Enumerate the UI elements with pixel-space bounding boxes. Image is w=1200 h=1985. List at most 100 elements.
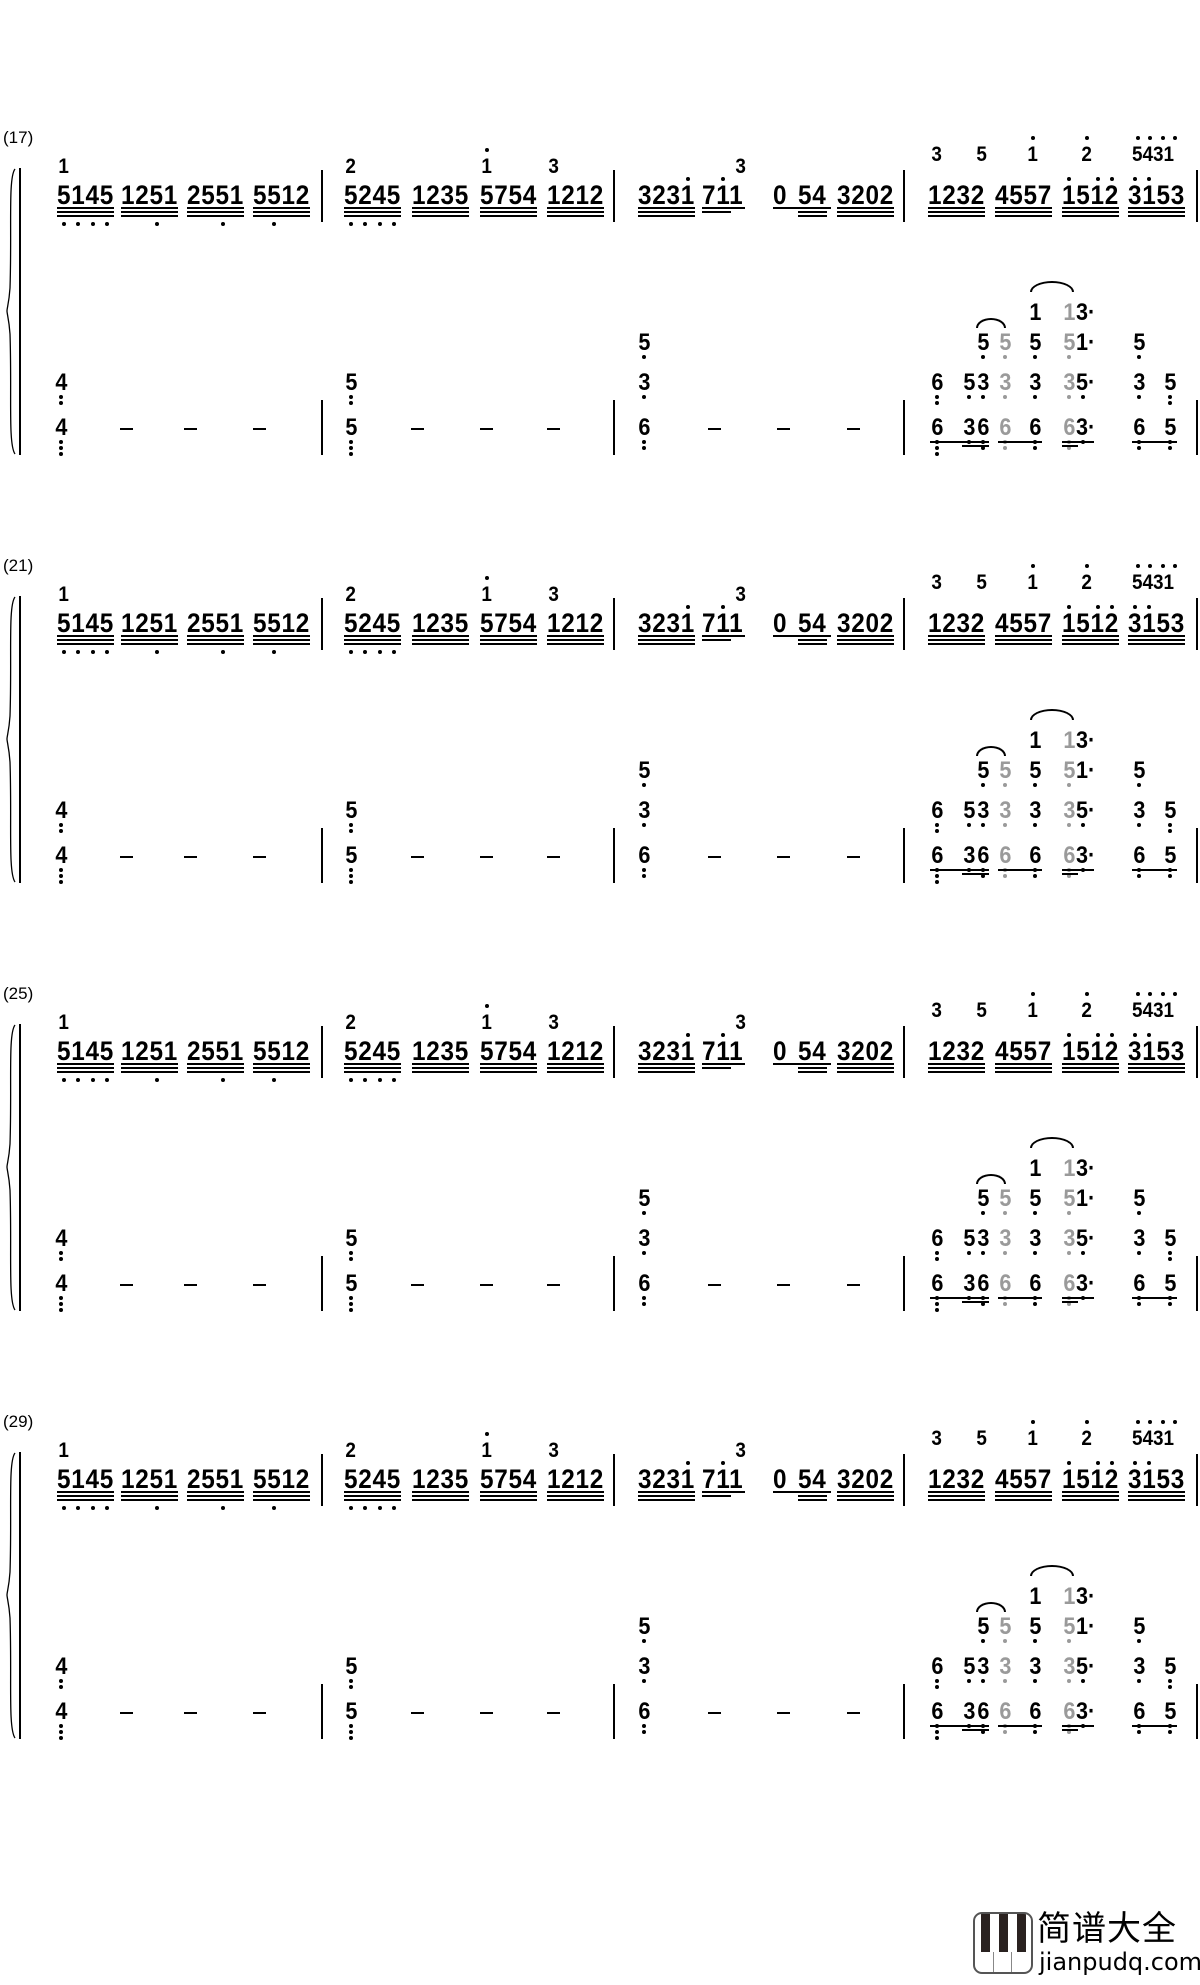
underline <box>57 643 115 645</box>
octave-dot <box>935 1257 939 1261</box>
underline <box>1062 445 1078 447</box>
underline <box>480 1491 538 1493</box>
note: 3 <box>548 1011 560 1035</box>
underline <box>344 1067 402 1069</box>
logo-name: 简谱大全 <box>1037 1909 1177 1949</box>
note: 5 <box>976 571 988 595</box>
dash-extension <box>480 1712 493 1714</box>
underline <box>995 1071 1053 1073</box>
note: 3 <box>735 1011 747 1035</box>
octave-dot <box>1137 395 1141 399</box>
underline <box>638 215 696 217</box>
chord-note: 5 <box>1163 796 1177 824</box>
underline <box>480 1067 538 1069</box>
note-group: 5431 <box>1132 571 1175 595</box>
octave-dot <box>1033 1730 1037 1734</box>
underline <box>187 635 245 637</box>
octave-dot <box>76 1506 81 1510</box>
underline <box>962 1729 989 1731</box>
note: 1 <box>1027 999 1039 1023</box>
underline <box>638 211 696 213</box>
barline <box>321 1256 323 1311</box>
underline <box>930 1297 989 1299</box>
note-group: 711 <box>702 608 744 639</box>
note-group: 5145 <box>57 1464 114 1495</box>
dash-extension <box>547 856 560 858</box>
octave-dot <box>59 829 63 833</box>
dash-extension <box>708 1712 721 1714</box>
chord-note: 5 <box>962 1652 976 1680</box>
chord-note: 5 <box>1062 756 1076 784</box>
octave-dot <box>1003 1679 1007 1683</box>
octave-dot <box>1033 1211 1037 1215</box>
note-group: 1232 <box>928 1036 985 1067</box>
chord-note: 3 <box>976 1652 990 1680</box>
octave-dot <box>1033 874 1037 878</box>
octave-dot <box>154 650 159 654</box>
chord-note: 5 <box>1163 368 1177 396</box>
chord-note: 6 <box>998 841 1012 869</box>
note-group: 3231 <box>638 608 695 639</box>
note: 1 <box>1027 1427 1039 1451</box>
dash-extension <box>411 428 424 430</box>
underline <box>253 211 311 213</box>
underline <box>412 1491 470 1493</box>
octave-dot <box>1168 1730 1172 1734</box>
octave-dot <box>981 874 985 878</box>
chord-note: 1 <box>1062 1582 1076 1610</box>
underline <box>187 207 245 209</box>
octave-dot <box>62 1506 67 1510</box>
brace <box>6 1452 16 1739</box>
octave-dot <box>935 829 939 833</box>
octave-dot <box>1085 136 1089 140</box>
octave-dot <box>1085 564 1089 568</box>
note-group: 5512 <box>253 1036 310 1067</box>
barline <box>613 598 615 650</box>
note: 3 <box>548 1439 560 1463</box>
chord-note: 6 <box>1062 1269 1076 1297</box>
note: 1 <box>481 1011 493 1035</box>
bass-note: 6 <box>637 841 651 869</box>
octave-dot <box>1085 992 1089 996</box>
chord-note: 6 <box>1132 1269 1146 1297</box>
octave-dot <box>59 1257 63 1261</box>
dash-extension <box>480 856 493 858</box>
underline <box>1128 207 1186 209</box>
note: 3 <box>931 1427 943 1451</box>
octave-dot <box>1173 564 1178 568</box>
note: 1 <box>481 583 493 607</box>
chord-note: 1· <box>1076 1184 1096 1212</box>
note: 1 <box>1027 571 1039 595</box>
underline <box>1062 207 1120 209</box>
octave-dot <box>349 880 353 884</box>
dash-extension <box>120 1284 133 1286</box>
bass-note: 5 <box>344 841 358 869</box>
octave-dot <box>1067 355 1071 359</box>
barline <box>1196 400 1198 455</box>
underline <box>1062 639 1120 641</box>
octave-dot <box>981 1639 985 1643</box>
dash-extension <box>847 1712 860 1714</box>
octave-dot <box>349 395 353 399</box>
chord-note: 3 <box>998 1224 1012 1252</box>
octave-dot <box>1067 1730 1071 1734</box>
chord-note: 6 <box>998 1697 1012 1725</box>
octave-dot <box>59 1251 63 1255</box>
bass-note: 6 <box>637 413 651 441</box>
note-group: 1235 <box>412 608 469 639</box>
octave-dot <box>392 222 397 226</box>
underline <box>1128 215 1186 217</box>
octave-dot <box>349 1308 353 1312</box>
octave-dot <box>349 1251 353 1255</box>
note-group: 1232 <box>928 180 985 211</box>
note: 2 <box>345 1011 357 1035</box>
underline <box>998 441 1042 443</box>
note-group: 0 <box>773 180 788 211</box>
octave-dot <box>1168 401 1172 405</box>
underline <box>837 211 895 213</box>
note-group: 1212 <box>547 1036 604 1067</box>
barline <box>1196 170 1198 222</box>
note-group: 5754 <box>480 1036 537 1067</box>
underline <box>995 1499 1053 1501</box>
chord-note: 6 <box>998 1269 1012 1297</box>
